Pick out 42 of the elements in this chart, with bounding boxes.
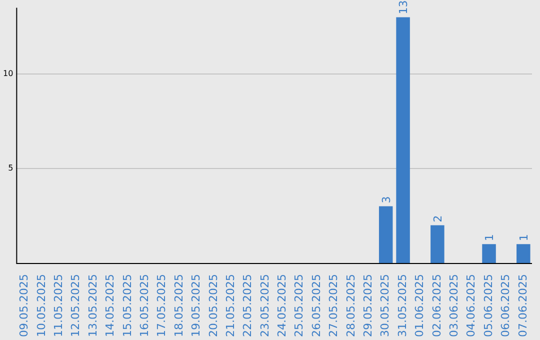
data-label: 2 xyxy=(431,215,444,222)
x-tick-label: 03.06.2025 xyxy=(447,274,460,338)
x-tick-label: 07.06.2025 xyxy=(516,274,530,338)
x-tick-label: 02.06.2025 xyxy=(430,274,444,338)
y-tick-label: 10 xyxy=(2,69,14,78)
x-tick-label: 05.06.2025 xyxy=(482,274,495,338)
x-tick-label: 26.05.2025 xyxy=(310,274,323,338)
x-tick-label: 15.05.2025 xyxy=(120,274,134,338)
data-label: 1 xyxy=(483,234,496,242)
data-label: 3 xyxy=(380,196,393,204)
x-tick-label: 06.06.2025 xyxy=(499,274,512,338)
x-tick-label: 20.05.2025 xyxy=(206,274,220,338)
x-tick-label: 22.05.2025 xyxy=(241,274,254,338)
x-tick-label: 11.05.2025 xyxy=(52,274,66,338)
x-tick-label: 14.05.2025 xyxy=(104,274,117,338)
bar xyxy=(430,225,444,264)
x-tick-label: 13.05.2025 xyxy=(86,274,100,338)
bar xyxy=(516,244,530,264)
x-tick-label: 31.05.2025 xyxy=(396,274,409,338)
x-tick-label: 27.05.2025 xyxy=(327,274,340,338)
x-tick-label: 23.05.2025 xyxy=(258,274,272,338)
x-tick-label: 12.05.2025 xyxy=(69,274,82,338)
bar xyxy=(482,244,496,264)
bar xyxy=(396,17,410,264)
x-tick-label: 30.05.2025 xyxy=(378,274,392,338)
x-tick-label: 04.06.2025 xyxy=(464,274,478,338)
x-tick-label: 09.05.2025 xyxy=(18,274,31,338)
y-tick-label: 5 xyxy=(8,164,14,173)
x-tick-label: 21.05.2025 xyxy=(224,274,237,338)
x-tick-label: 19.05.2025 xyxy=(190,274,203,338)
x-tick-label: 16.05.2025 xyxy=(138,274,151,338)
data-label: 1 xyxy=(517,234,530,242)
x-tick-label: 25.05.2025 xyxy=(292,274,306,338)
x-tick-label: 17.05.2025 xyxy=(155,274,168,338)
x-tick-label: 29.05.2025 xyxy=(362,274,375,338)
x-tick-label: 28.05.2025 xyxy=(344,274,358,338)
data-label: 13 xyxy=(397,0,410,14)
x-tick-label: 18.05.2025 xyxy=(172,274,186,338)
x-tick-label: 01.06.2025 xyxy=(413,274,426,338)
x-tick-label: 24.05.2025 xyxy=(276,274,289,338)
bar xyxy=(378,206,393,264)
x-tick-label: 10.05.2025 xyxy=(34,274,48,338)
